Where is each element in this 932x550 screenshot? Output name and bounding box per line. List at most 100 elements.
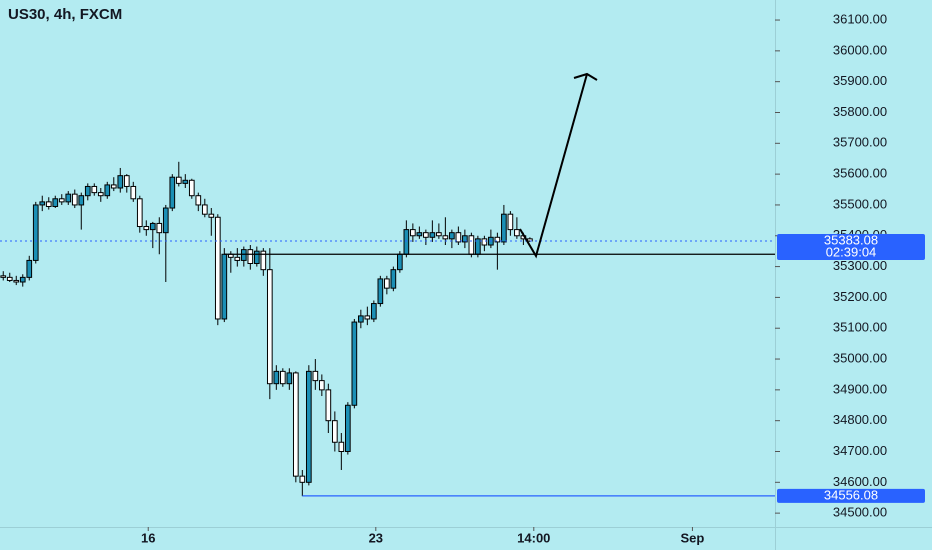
candle-body <box>78 195 85 206</box>
candle-body <box>266 269 273 385</box>
low-tag-label: 34556.08 <box>824 487 878 502</box>
candle-body <box>71 193 78 206</box>
candle-body <box>39 201 46 206</box>
candle-body <box>214 216 221 320</box>
candle-body <box>234 256 241 261</box>
candle-body <box>507 213 514 231</box>
candle-body <box>449 232 455 240</box>
candle-body <box>91 185 98 194</box>
x-tick-label: Sep <box>681 530 705 545</box>
candle-body <box>331 420 338 443</box>
y-tick-label: 36100.00 <box>833 11 887 26</box>
candle-body <box>123 175 130 187</box>
candle-body <box>201 204 208 215</box>
candle-body <box>13 279 20 283</box>
candle-body <box>462 235 468 243</box>
candle-body <box>481 238 488 246</box>
candle-body <box>188 179 195 197</box>
x-tick-label: 16 <box>141 530 155 545</box>
candle-body <box>305 370 312 483</box>
candle-body <box>58 198 65 203</box>
candle-body <box>514 229 520 237</box>
candle-body <box>494 236 501 243</box>
candle-body <box>110 184 117 189</box>
y-tick-label: 35100.00 <box>833 320 887 335</box>
candle-body <box>156 222 163 234</box>
candle-body <box>377 278 384 305</box>
candle-body <box>0 275 7 278</box>
candle-body <box>19 276 26 283</box>
candle-body <box>97 192 104 197</box>
candle-body <box>351 321 358 406</box>
candle-body <box>104 184 111 197</box>
candle-body <box>208 213 215 218</box>
y-tick-label: 35000.00 <box>833 350 887 365</box>
candle-body <box>26 259 33 278</box>
candle-body <box>371 303 377 320</box>
candle-body <box>175 176 182 184</box>
price-tag <box>777 233 925 260</box>
price-tag-label: 35383.08 <box>824 232 878 247</box>
candle-body <box>136 198 143 228</box>
candle-body <box>403 229 410 255</box>
candle-body <box>397 253 403 271</box>
y-tick-label: 36000.00 <box>833 42 887 57</box>
candle-body <box>423 232 429 238</box>
candle-body <box>84 185 91 197</box>
candle-body <box>338 441 345 452</box>
candle-body <box>286 372 293 385</box>
candle-body <box>130 185 137 200</box>
y-tick-label: 35600.00 <box>833 166 887 181</box>
candle-body <box>442 235 449 240</box>
candle-body <box>318 380 325 391</box>
candle-body <box>260 250 267 271</box>
y-tick-label: 35200.00 <box>833 289 887 304</box>
candle-body <box>182 179 189 184</box>
y-tick-label: 34900.00 <box>833 381 887 396</box>
candle-body <box>312 370 319 382</box>
candle-body <box>325 389 332 422</box>
candle-body <box>299 475 306 483</box>
y-tick-label: 35900.00 <box>833 73 887 88</box>
y-tick-label: 35700.00 <box>833 135 887 150</box>
candle-body <box>501 213 507 243</box>
candle-body <box>149 222 156 231</box>
candle-body <box>410 229 416 237</box>
candle-body <box>455 232 462 243</box>
candle-body <box>364 315 371 320</box>
candle-body <box>436 232 442 237</box>
candle-body <box>169 176 176 209</box>
candle-body <box>162 207 169 234</box>
candle-body <box>221 253 228 320</box>
candle-body <box>390 269 397 289</box>
y-tick-label: 35800.00 <box>833 104 887 119</box>
candle-body <box>279 370 286 385</box>
arrow-drawing <box>519 73 588 259</box>
candle-body <box>253 250 260 265</box>
candle-body <box>468 235 475 255</box>
y-tick-label: 34800.00 <box>833 412 887 427</box>
candle-body <box>45 201 52 207</box>
candle-body <box>240 249 247 261</box>
candle-body <box>247 249 254 264</box>
candle-body <box>344 404 351 452</box>
y-tick-label: 34700.00 <box>833 443 887 458</box>
candle-body <box>358 315 364 323</box>
x-tick-label: 14:00 <box>517 530 550 545</box>
y-tick-label: 34600.00 <box>833 474 887 489</box>
candle-body <box>273 370 280 385</box>
low-tag <box>777 488 925 503</box>
candle-body <box>117 175 124 189</box>
x-tick-label: 23 <box>369 530 383 545</box>
candle-body <box>143 226 150 231</box>
y-tick-label: 35300.00 <box>833 258 887 273</box>
y-tick-label: 34500.00 <box>833 505 887 520</box>
candle-body <box>52 198 59 207</box>
candle-body <box>195 195 202 206</box>
arrow-head <box>573 72 598 81</box>
y-tick-label: 35500.00 <box>833 196 887 211</box>
candle-body <box>65 193 72 203</box>
candle-body <box>384 278 390 289</box>
candle-body <box>6 276 13 281</box>
